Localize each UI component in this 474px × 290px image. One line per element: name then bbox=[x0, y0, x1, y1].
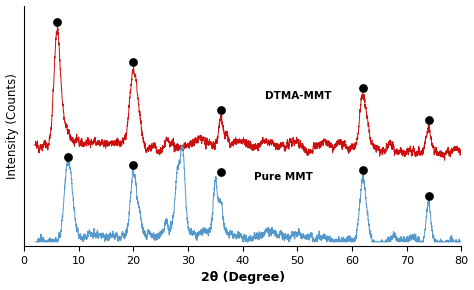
Y-axis label: Intensity (Counts): Intensity (Counts) bbox=[6, 73, 18, 179]
Text: Pure MMT: Pure MMT bbox=[254, 173, 312, 182]
Point bbox=[129, 163, 137, 167]
Point bbox=[425, 117, 432, 122]
X-axis label: 2θ (Degree): 2θ (Degree) bbox=[201, 271, 285, 284]
Point bbox=[217, 170, 225, 174]
Point bbox=[359, 86, 367, 90]
Point bbox=[64, 155, 72, 159]
Point bbox=[425, 194, 432, 198]
Text: DTMA-MMT: DTMA-MMT bbox=[264, 91, 331, 101]
Point bbox=[359, 168, 367, 173]
Point bbox=[53, 19, 61, 24]
Point bbox=[217, 107, 225, 112]
Point bbox=[129, 60, 137, 64]
